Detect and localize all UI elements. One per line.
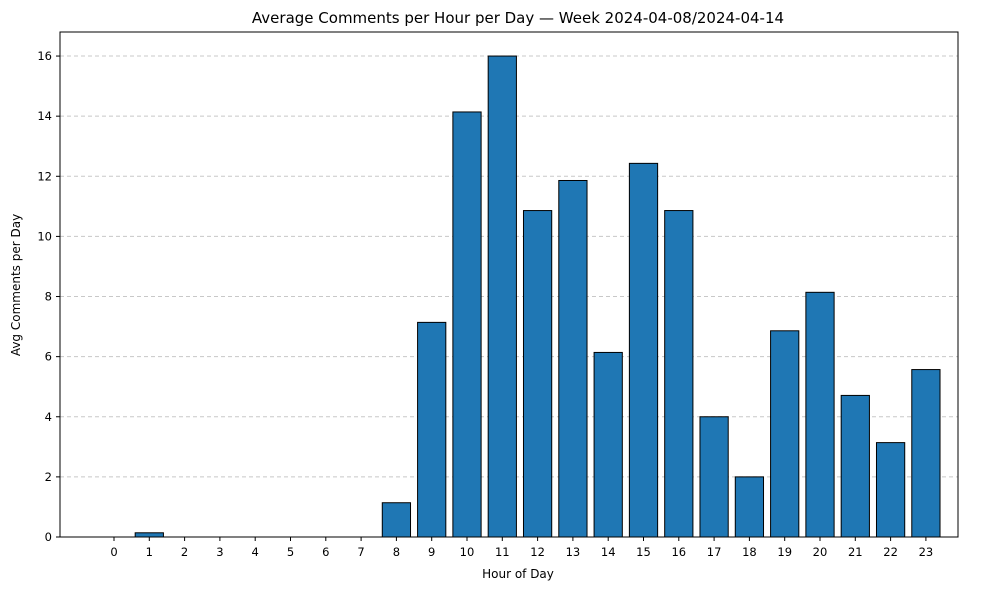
bar-hour-9 — [417, 321, 447, 538]
y-tick-label: 2 — [45, 470, 52, 484]
x-tick-label: 15 — [636, 545, 651, 559]
x-tick-label: 9 — [428, 545, 435, 559]
x-tick-label: 6 — [322, 545, 329, 559]
y-tick-label: 14 — [37, 109, 52, 123]
x-tick-label: 0 — [110, 545, 117, 559]
x-tick-label: 10 — [460, 545, 475, 559]
bar-hour-10 — [452, 111, 482, 538]
y-tick-label: 10 — [37, 229, 52, 243]
x-tick-label: 17 — [707, 545, 722, 559]
bar-hour-12 — [522, 210, 553, 538]
x-tick-label: 5 — [287, 545, 294, 559]
bars — [134, 55, 941, 538]
x-tick-label: 12 — [530, 545, 545, 559]
x-tick-label: 11 — [495, 545, 510, 559]
y-tick-label: 0 — [45, 530, 52, 544]
chart-title: Average Comments per Hour per Day — Week… — [252, 9, 784, 27]
x-tick-label: 13 — [566, 545, 581, 559]
x-tick-label: 8 — [393, 545, 400, 559]
x-tick-label: 3 — [216, 545, 223, 559]
x-tick-label: 14 — [601, 545, 616, 559]
x-tick-label: 22 — [883, 545, 898, 559]
x-tick-label: 4 — [252, 545, 259, 559]
y-tick-label: 4 — [45, 410, 52, 424]
bar-hour-20 — [805, 291, 835, 538]
y-tick-label: 6 — [45, 350, 52, 364]
x-tick-label: 16 — [671, 545, 686, 559]
bar-hour-15 — [628, 162, 659, 538]
y-axis-ticks: 0 2 4 6 8 10 12 14 16 — [37, 49, 60, 544]
x-tick-label: 2 — [181, 545, 188, 559]
bar-hour-23 — [911, 369, 941, 538]
y-axis-label: Avg Comments per Day — [9, 214, 23, 356]
x-tick-label: 20 — [813, 545, 828, 559]
x-tick-label: 19 — [777, 545, 792, 559]
bar-hour-17 — [699, 416, 729, 538]
x-tick-label: 7 — [357, 545, 364, 559]
bar-hour-1 — [134, 532, 164, 538]
x-tick-label: 23 — [919, 545, 934, 559]
x-axis-label: Hour of Day — [482, 567, 554, 581]
plot-frame — [59, 31, 959, 538]
x-tick-label: 18 — [742, 545, 757, 559]
x-tick-label: 1 — [146, 545, 153, 559]
bar-hour-11 — [487, 55, 517, 538]
x-tick-label: 21 — [848, 545, 863, 559]
bar-hour-21 — [840, 394, 870, 538]
bar-hour-19 — [770, 330, 800, 538]
bar-hour-13 — [558, 179, 588, 538]
bar-hour-8 — [381, 502, 412, 538]
bar-hour-18 — [734, 476, 765, 538]
bar-hour-14 — [593, 351, 623, 538]
y-tick-label: 8 — [45, 290, 52, 304]
bar-hour-16 — [664, 210, 694, 538]
y-tick-label: 16 — [37, 49, 52, 63]
x-axis-ticks: 0 1 2 3 4 5 6 7 8 9 10 11 12 13 14 15 16 17 18 19 20 21 22 23 — [110, 537, 933, 559]
y-tick-label: 12 — [37, 169, 52, 183]
bar-hour-22 — [875, 442, 906, 538]
